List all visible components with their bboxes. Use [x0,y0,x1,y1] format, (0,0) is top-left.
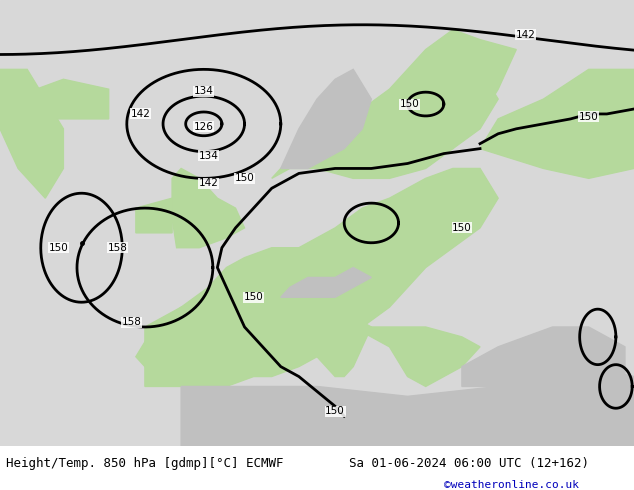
Polygon shape [181,387,634,446]
Text: ©weatheronline.co.uk: ©weatheronline.co.uk [444,480,579,490]
Polygon shape [136,198,172,233]
Polygon shape [281,268,372,297]
Text: 150: 150 [49,243,68,253]
Text: 142: 142 [198,178,218,188]
Text: 150: 150 [235,173,254,183]
Polygon shape [480,70,634,178]
Text: 142: 142 [515,30,535,40]
Text: 158: 158 [108,243,127,253]
Polygon shape [299,307,372,376]
Polygon shape [272,30,516,178]
Text: 134: 134 [194,86,214,96]
Text: 150: 150 [325,406,345,416]
Text: 150: 150 [399,99,419,109]
Polygon shape [425,70,498,148]
Polygon shape [9,79,108,119]
Polygon shape [353,327,480,387]
Polygon shape [462,327,625,387]
Polygon shape [0,0,634,446]
Text: 150: 150 [579,112,598,122]
Text: 150: 150 [452,223,472,233]
Text: Sa 01-06-2024 06:00 UTC (12+162): Sa 01-06-2024 06:00 UTC (12+162) [349,457,589,469]
Text: 150: 150 [243,292,264,302]
Polygon shape [0,70,63,198]
Polygon shape [136,169,498,387]
Text: 134: 134 [198,150,218,161]
Text: 142: 142 [131,109,150,119]
Text: 126: 126 [194,122,214,132]
Polygon shape [145,307,262,387]
Text: Height/Temp. 850 hPa [gdmp][°C] ECMWF: Height/Temp. 850 hPa [gdmp][°C] ECMWF [6,457,284,469]
Polygon shape [281,70,372,169]
Polygon shape [552,367,634,446]
Polygon shape [172,169,245,248]
Text: 158: 158 [121,317,141,327]
